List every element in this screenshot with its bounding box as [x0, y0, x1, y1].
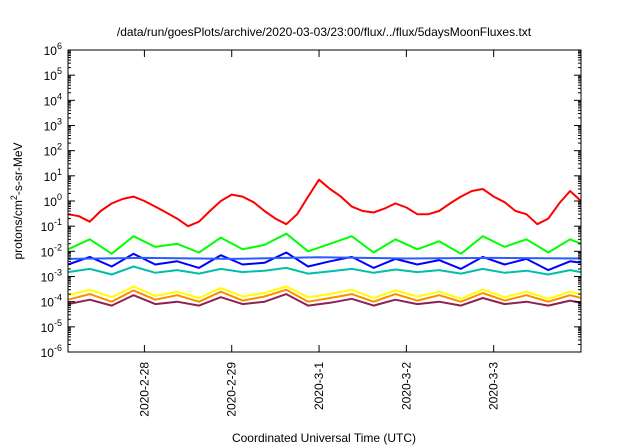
y-tick-label: 103	[44, 117, 62, 134]
y-tick-label-base: 10	[41, 220, 55, 234]
y-axis-title-rest: -s-sr-MeV	[11, 142, 25, 195]
series-line-6	[67, 285, 582, 300]
y-tick-label-base: 10	[44, 170, 58, 184]
series-line-8	[67, 293, 582, 307]
y-axis-title-base: protons/cm	[11, 200, 25, 259]
y-tick-label-base: 10	[44, 145, 58, 159]
y-tick-label: 105	[44, 66, 62, 83]
y-tick-label-base: 10	[41, 271, 55, 285]
y-tick-label: 106	[44, 41, 62, 58]
x-tick-label: 2020-2-28	[137, 362, 151, 417]
y-tick-label-base: 10	[41, 321, 55, 335]
y-tick-label: 10-6	[41, 343, 62, 360]
y-tick-label-base: 10	[44, 44, 58, 58]
y-tick-label-exponent: -4	[54, 293, 62, 303]
y-tick-label-base: 10	[44, 94, 58, 108]
y-tick-label-base: 10	[41, 296, 55, 310]
y-tick-label: 10-4	[41, 293, 62, 310]
y-axis-title: protons/cm2-s-sr-MeV	[9, 142, 25, 259]
y-tick-label: 100	[44, 192, 62, 209]
x-axis: 2020-2-28 2020-2-29 2020-3-1 2020-3-2 2020-3…	[137, 50, 501, 417]
x-tick-label: 2020-3-3	[487, 362, 501, 410]
y-tick-label-base: 10	[44, 195, 58, 209]
series-line-2	[67, 232, 582, 255]
y-tick-label: 102	[44, 142, 62, 159]
y-tick-label-exponent: 5	[57, 66, 62, 76]
x-axis-title: Coordinated Universal Time (UTC)	[232, 431, 416, 445]
y-tick-label-exponent: 4	[57, 91, 62, 101]
y-tick-label-exponent: 0	[57, 192, 62, 202]
y-tick-label-exponent: 3	[57, 117, 62, 127]
series-line-7	[67, 288, 582, 303]
y-tick-label-exponent: 6	[57, 41, 62, 51]
y-axis: 10-610-510-410-310-210-11001011021031041…	[41, 41, 581, 360]
y-tick-label-base: 10	[44, 120, 58, 134]
y-tick-label: 101	[44, 167, 62, 184]
series-line-1	[67, 178, 582, 228]
y-tick-label-exponent: -2	[54, 242, 62, 252]
series-layer	[67, 178, 582, 307]
y-tick-label-base: 10	[41, 245, 55, 259]
series-line-5	[67, 256, 582, 260]
chart-title: /data/run/goesPlots/archive/2020-03-03/2…	[117, 25, 532, 39]
y-tick-label: 10-1	[41, 217, 62, 234]
series-line-3	[67, 265, 582, 276]
y-tick-label-exponent: -1	[54, 217, 62, 227]
y-tick-label-base: 10	[44, 69, 58, 83]
y-tick-label: 10-2	[41, 242, 62, 259]
y-tick-label-exponent: -6	[54, 343, 62, 353]
y-tick-label: 10-3	[41, 268, 62, 285]
y-tick-label-exponent: -5	[54, 318, 62, 328]
y-tick-label: 10-5	[41, 318, 62, 335]
x-tick-label: 2020-3-2	[399, 362, 413, 410]
y-axis-title-superscript: 2	[9, 195, 19, 200]
x-tick-label: 2020-2-29	[225, 362, 239, 417]
y-tick-label: 104	[44, 91, 62, 108]
y-tick-label-base: 10	[41, 346, 55, 360]
x-tick-label: 2020-3-1	[312, 362, 326, 410]
y-tick-label-exponent: -3	[54, 268, 62, 278]
series-line-4	[67, 251, 582, 272]
y-tick-label-exponent: 2	[57, 142, 62, 152]
y-tick-label-exponent: 1	[57, 167, 62, 177]
